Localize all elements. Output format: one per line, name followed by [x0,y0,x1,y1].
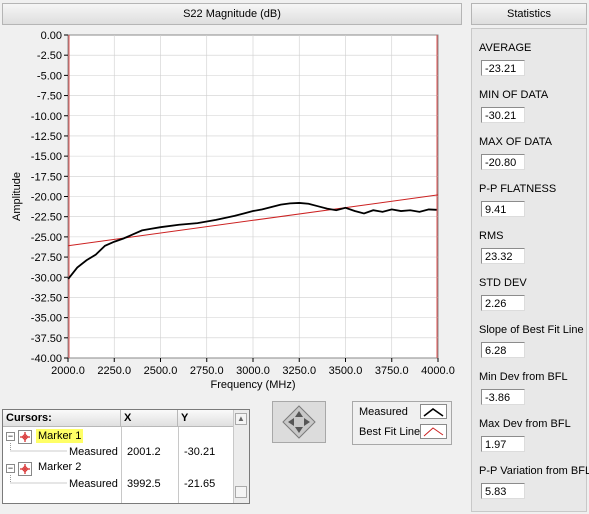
y-tick-label: -5.00 [37,70,62,82]
stat-value-field: 23.32 [481,248,525,264]
x-tick-label: 3250.0 [282,365,316,377]
scroll-up-button[interactable]: ▲ [235,413,247,425]
statistics-title-bar: Statistics [471,3,587,25]
y-tick-label: -27.50 [31,252,62,264]
y-tick-label: -37.50 [31,333,62,345]
statistics-title: Statistics [506,8,551,20]
stat-value-field: -23.21 [481,60,525,76]
s22-magnitude-graph[interactable]: 0.00 -2.50 -5.00 -7.50 -10.00 -12.50 -15.00 -17… [2,25,460,397]
diamond-arrows-icon[interactable] [273,402,325,442]
legend-measured-label: Measured [359,406,408,418]
measured-series-line [67,202,437,280]
cursor-y-value[interactable]: -21.65 [184,478,216,490]
y-tick-label: -32.50 [31,292,62,304]
statistics-panel: AVERAGE -23.21 MIN OF DATA -30.21 MAX OF DAT… [471,28,589,512]
x-tick-label: 3500.0 [329,365,363,377]
column-divider [121,427,122,503]
stat-label: P-P FLATNESS [479,183,557,195]
chart-title-bar: S22 Magnitude (dB) [2,3,462,25]
y-tick-label: -20.00 [31,192,62,204]
cursor-plot-name: Measured [69,446,118,458]
tree-connector [10,475,67,484]
cursor-plot-name: Measured [69,478,118,490]
cursor-y-value[interactable]: -30.21 [184,446,216,458]
cursor-table-header-y: Y [178,410,234,427]
stat-label: MAX OF DATA [479,136,552,148]
x-tick-label: 2000.0 [51,365,85,377]
y-tick-label: -17.50 [31,171,62,183]
y-tick-label: -10.00 [31,111,62,123]
x-tick-label: 2750.0 [190,365,224,377]
best-fit-series-line [67,194,439,247]
column-divider [178,427,179,503]
stat-value-field: 6.28 [481,342,525,358]
marker-2-label[interactable]: Marker 2 [38,461,82,473]
stat-label: STD DEV [479,277,527,289]
cursor-crosshair-icon [18,462,32,476]
x-axis-label: Frequency (MHz) [211,379,296,391]
y-tick-label: -2.50 [37,50,62,62]
stat-value-field: 1.97 [481,436,525,452]
cursor-table[interactable]: Cursors: X Y − Marker 1 Measured 2001.2 … [2,409,250,504]
stat-label: Max Dev from BFL [479,418,571,430]
stat-value-field: -30.21 [481,107,525,123]
legend-bestfit-label: Best Fit Line [359,426,421,438]
stat-value-field: -3.86 [481,389,525,405]
vertical-scrollbar[interactable]: ▲ [233,410,249,503]
plot-legend[interactable]: Measured Best Fit Line [352,401,452,445]
x-tick-label: 2250.0 [97,365,131,377]
cursor-movement-pad[interactable] [272,401,326,443]
scroll-down-button[interactable] [235,486,247,498]
legend-measured-swatch[interactable] [420,404,447,419]
x-tick-label: 3000.0 [236,365,270,377]
stat-label: Slope of Best Fit Line [479,324,584,336]
x-tick-label: 2500.0 [144,365,178,377]
stat-value-field: -20.80 [481,154,525,170]
y-tick-label: 0.00 [41,30,62,42]
x-tick-label: 4000.0 [421,365,455,377]
stat-label: AVERAGE [479,42,532,54]
marker-1-label[interactable]: Marker 1 [36,429,84,443]
stat-value-field: 9.41 [481,201,525,217]
y-tick-label: -25.00 [31,232,62,244]
stat-label: Min Dev from BFL [479,371,568,383]
y-tick-label: -15.00 [31,151,62,163]
x-tick-label: 3750.0 [375,365,409,377]
collapse-icon[interactable]: − [6,431,15,441]
legend-bestfit-swatch[interactable] [420,424,447,439]
y-tick-label: -12.50 [31,131,62,143]
graph-panel: 0.00 -2.50 -5.00 -7.50 -10.00 -12.50 -15.00 -17… [2,25,460,397]
y-tick-label: -7.50 [37,91,62,103]
stat-label: P-P Variation from BFL [479,465,589,477]
stat-value-field: 5.83 [481,483,525,499]
y-tick-label: -40.00 [31,353,62,365]
y-tick-label: -22.50 [31,212,62,224]
stat-label: MIN OF DATA [479,89,549,101]
y-tick-label: -35.00 [31,313,62,325]
stat-label: RMS [479,230,504,242]
cursor-table-header-name: Cursors: [3,410,121,427]
tree-connector [10,443,67,452]
stat-value-field: 2.26 [481,295,525,311]
cursor-crosshair-icon [18,430,32,444]
cursor-table-header-x: X [121,410,178,427]
y-axis-label: Amplitude [11,172,23,221]
cursor-x-value[interactable]: 2001.2 [127,446,161,458]
y-tick-label: -30.00 [31,272,62,284]
chart-title: S22 Magnitude (dB) [183,8,281,20]
collapse-icon[interactable]: − [6,463,15,473]
cursor-x-value[interactable]: 3992.5 [127,478,161,490]
